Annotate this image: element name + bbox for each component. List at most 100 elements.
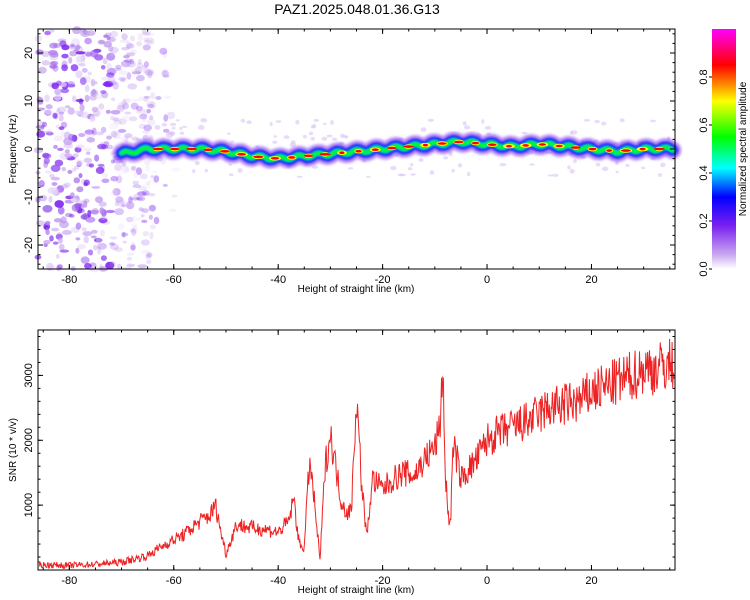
noise-speckle [69,50,78,57]
noise-speckle [142,117,147,123]
noise-speckle [141,64,148,70]
noise-speckle [110,51,116,57]
noise-speckle [83,235,89,244]
noise-speckle [132,226,138,234]
noise-speckle [111,97,116,102]
noise-speckle [106,35,111,41]
noise-speckle [153,175,160,183]
ridge-hotspot-red [270,157,280,160]
noise-speckle [171,126,176,130]
noise-speckle [45,170,52,174]
noise-speckle [124,59,133,63]
noise-speckle [36,181,46,186]
noise-speckle [67,169,73,174]
noise-speckle [122,102,129,110]
noise-speckle [118,70,129,76]
noise-speckle [72,26,82,35]
noise-speckle [75,70,83,79]
noise-speckle [130,98,141,102]
noise-speckle [124,133,133,139]
noise-speckle [82,147,92,152]
noise-speckle [67,107,75,115]
noise-speckle [91,127,97,136]
noise-speckle [570,130,574,135]
noise-speckle [302,134,307,139]
chart-title: PAZ1.2025.048.01.36.G13 [274,1,440,17]
noise-speckle [84,263,92,269]
noise-speckle [90,235,97,239]
noise-speckle [70,44,75,48]
noise-speckle [246,120,252,125]
noise-speckle [153,216,160,225]
noise-speckle [53,135,64,142]
noise-speckle [97,143,107,150]
noise-speckle [650,119,656,123]
x-tick-label: 20 [585,575,597,587]
ridge-hotspot-red [288,156,296,159]
noise-speckle [81,68,88,73]
noise-speckle [64,105,71,109]
noise-speckle [113,117,119,122]
x-tick-label: 0 [484,274,490,286]
noise-speckle [106,72,115,78]
spectrogram-ylabel: Frequency (Hz) [8,115,19,184]
ridge-hotspot-red [437,142,447,145]
noise-speckle [484,126,492,130]
noise-speckle [90,79,96,87]
noise-speckle [51,227,60,232]
noise-speckle [117,102,125,110]
noise-speckle [127,83,138,90]
noise-speckle [90,229,98,234]
noise-speckle [58,126,65,131]
noise-speckle [61,167,67,172]
noise-speckle [179,126,183,131]
noise-speckle [42,153,52,159]
colorbar: 0.0 0.2 0.4 0.6 0.8 Normalized spectral ampl… [698,29,749,277]
noise-speckle [47,187,55,194]
noise-speckle [52,112,58,119]
noise-speckle [118,118,127,125]
noise-speckle [116,104,125,112]
noise-speckle [122,114,133,122]
noise-speckle [128,196,133,204]
noise-speckle [148,204,156,212]
noise-speckle [140,239,150,246]
noise-speckle [160,157,167,165]
noise-speckle [142,190,150,197]
noise-speckle [49,51,59,58]
ridge-hotspot-red [555,144,563,148]
noise-speckle [129,228,134,233]
noise-speckle [137,32,144,41]
noise-speckle [140,214,145,218]
ridge-hotspot-red [639,147,646,151]
noise-speckle [143,61,149,68]
noise-speckle [76,186,84,193]
noise-speckle [148,214,153,220]
noise-speckle [98,103,105,110]
noise-speckle [59,249,70,253]
noise-speckle [85,133,94,138]
noise-speckle [451,168,455,173]
noise-speckle [397,173,404,177]
noise-speckle [95,131,104,136]
noise-speckle [130,216,138,223]
noise-speckle [51,182,58,186]
noise-speckle [169,122,177,127]
noise-speckle [41,60,50,66]
ridge-hotspot-red [203,148,213,152]
y-tick-label: 3000 [23,363,35,387]
noise-speckle [91,88,97,97]
noise-speckle [130,197,141,201]
noise-speckle [125,201,135,210]
noise-speckle [53,218,63,223]
noise-speckle [78,173,83,179]
noise-speckle [161,70,169,78]
noise-speckle [126,216,134,223]
noise-speckle [135,105,143,112]
noise-speckle [130,165,137,171]
noise-speckle [98,217,108,224]
ridge-hotspot-red [453,140,464,144]
noise-speckle [481,119,485,124]
noise-speckle [96,239,102,243]
noise-speckle [583,119,591,122]
